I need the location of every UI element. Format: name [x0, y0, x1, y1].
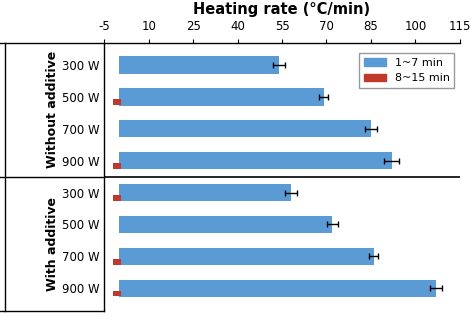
Bar: [119, 216, 332, 233]
Bar: [113, 259, 120, 265]
Bar: [113, 291, 120, 297]
Bar: [119, 248, 374, 265]
Title: Heating rate (°C/min): Heating rate (°C/min): [193, 2, 371, 17]
Bar: [113, 163, 120, 169]
Legend: 1~7 min, 8~15 min: 1~7 min, 8~15 min: [359, 53, 454, 88]
Bar: [119, 280, 436, 297]
Text: Without additive: Without additive: [46, 51, 59, 168]
Bar: [119, 120, 371, 137]
Text: With additive: With additive: [46, 197, 59, 291]
Bar: [113, 99, 120, 105]
Bar: [119, 88, 323, 106]
Bar: [119, 152, 392, 169]
Bar: [119, 184, 291, 201]
Bar: [113, 195, 120, 201]
Bar: [119, 56, 279, 74]
